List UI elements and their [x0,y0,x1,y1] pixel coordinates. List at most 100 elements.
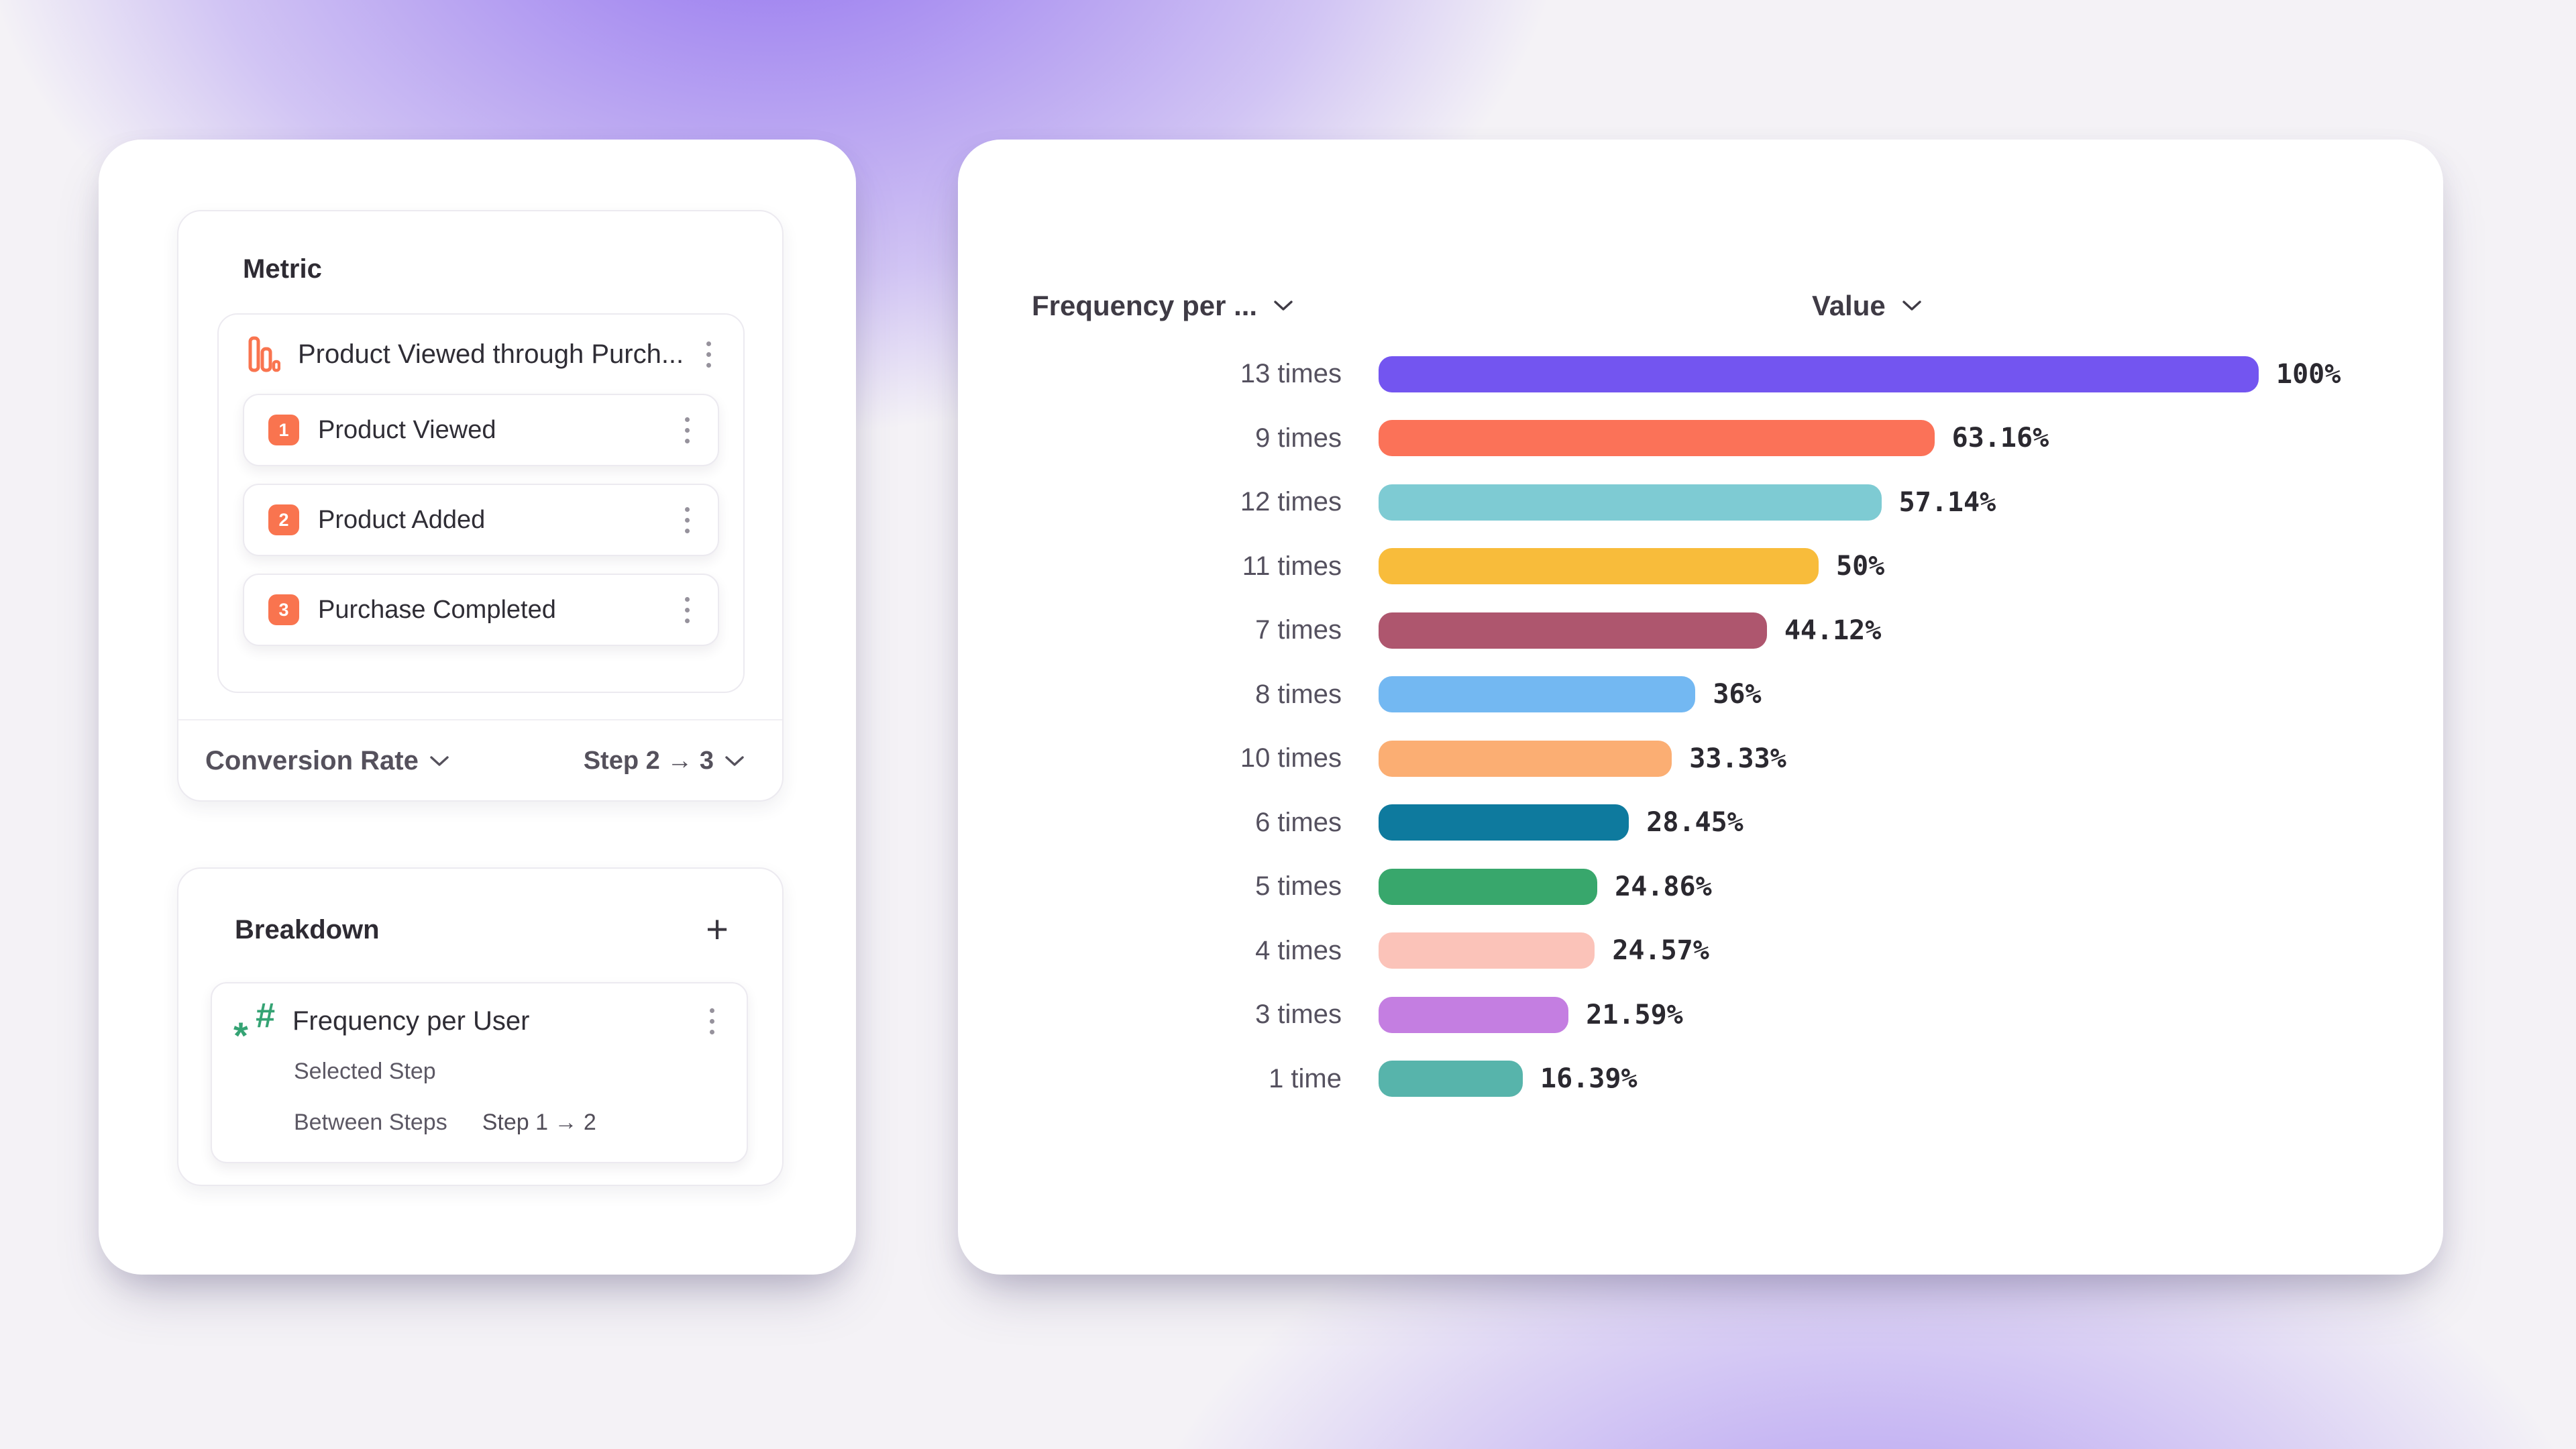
funnel-step-3[interactable]: 3 Purchase Completed [243,574,719,646]
step-number-badge: 3 [268,594,299,625]
bar-track: 24.57% [1379,932,2259,969]
chart-row: 10 times 33.33% [995,727,2443,791]
bar-value-label: 16.39% [1540,1063,1638,1095]
bar[interactable] [1379,676,1696,713]
between-steps-row[interactable]: Between Steps Step 1 → 2 [294,1110,596,1136]
chart-row: 3 times 21.59% [995,983,2443,1047]
breakdown-property-card[interactable]: * # Frequency per User Selected Step Bet… [211,982,748,1163]
value-column-header-dropdown[interactable]: Value [1812,290,1922,322]
bar[interactable] [1379,740,1672,777]
funnel-title: Product Viewed through Purch... [298,339,684,369]
bar-value-label: 28.45% [1646,807,1743,839]
chart-card: Frequency per ... Value 13 times 100% 9 … [958,140,2443,1275]
bar[interactable] [1379,356,2259,392]
funnel-chart-icon [248,336,280,372]
chart-row: 13 times 100% [995,342,2443,407]
chevron-down-icon [1274,301,1293,311]
chart-row: 9 times 63.16% [995,407,2443,471]
metric-footer: Conversion Rate Step 2 → 3 [205,720,745,802]
breakdown-section: Breakdown + * # Frequency per User Selec… [177,867,784,1186]
bar-value-label: 36% [1713,679,1762,710]
bar-track: 63.16% [1379,420,2259,457]
category-column-header-label: Frequency per ... [1032,290,1258,321]
add-breakdown-button[interactable]: + [706,908,729,951]
chart-row: 11 times 50% [995,535,2443,599]
bar-track: 100% [1379,356,2341,392]
chart-row: 4 times 24.57% [995,919,2443,983]
bar[interactable] [1379,804,1629,841]
chart-row: 8 times 36% [995,663,2443,727]
chart-row: 6 times 28.45% [995,791,2443,855]
bar-value-label: 21.59% [1586,999,1683,1030]
bar-category-label: 3 times [1255,1000,1342,1030]
chart-row: 5 times 24.86% [995,855,2443,919]
funnel-steps: 1 Product Viewed 2 Product Added 3 Purch… [243,394,719,663]
bar-value-label: 50% [1836,551,1885,582]
funnel-step-2[interactable]: 2 Product Added [243,484,719,556]
bar-track: 21.59% [1379,996,2259,1033]
bar-category-label: 8 times [1255,679,1342,709]
funnel-step-1[interactable]: 1 Product Viewed [243,394,719,466]
chart-row: 12 times 57.14% [995,470,2443,535]
bar[interactable] [1379,1061,1523,1097]
breakdown-title: Breakdown [235,914,380,945]
selected-step-label[interactable]: Selected Step [294,1059,436,1084]
bar-value-label: 100% [2276,358,2341,390]
bar-category-label: 9 times [1255,423,1342,453]
step-label: Product Viewed [318,415,496,444]
step-label: Product Added [318,505,486,534]
breakdown-kebab-menu[interactable] [704,1003,720,1040]
breakdown-header: Breakdown + [235,904,729,956]
step-label: Purchase Completed [318,595,556,624]
bar-category-label: 10 times [1240,743,1342,773]
bar[interactable] [1379,420,1935,457]
chevron-down-icon [725,755,744,766]
bar[interactable] [1379,548,1819,585]
step-range-dropdown[interactable]: Step 2 → 3 [584,747,745,775]
bar[interactable] [1379,484,1882,521]
funnel-header-row[interactable]: Product Viewed through Purch... [219,315,743,394]
conversion-rate-label: Conversion Rate [205,746,419,775]
chart-rows: 13 times 100% 9 times 63.16% 12 times 57… [995,342,2443,1111]
funnel-kebab-menu[interactable] [701,336,716,373]
between-steps-value: Step 1 → 2 [482,1110,596,1135]
bar-category-label: 12 times [1240,487,1342,517]
bar[interactable] [1379,868,1598,905]
metric-section: Metric Product Viewed through Purch... 1… [177,210,784,802]
chart-row: 7 times 44.12% [995,598,2443,663]
bar-category-label: 5 times [1255,871,1342,902]
funnel-group: Product Viewed through Purch... 1 Produc… [217,313,745,693]
metric-config-card: Metric Product Viewed through Purch... 1… [99,140,856,1275]
bar-value-label: 24.57% [1612,935,1709,967]
bar-track: 44.12% [1379,612,2259,649]
chevron-down-icon [430,755,449,766]
bar-value-label: 33.33% [1689,743,1786,774]
bar-value-label: 24.86% [1615,871,1712,902]
bar-track: 24.86% [1379,868,2259,905]
breakdown-property-header: * # Frequency per User [233,996,720,1057]
step-kebab-menu[interactable] [680,412,695,449]
bar[interactable] [1379,996,1569,1033]
step-kebab-menu[interactable] [680,592,695,629]
metric-section-title: Metric [243,254,322,284]
step-number-badge: 2 [268,504,299,535]
bar[interactable] [1379,932,1595,969]
bar-category-label: 7 times [1255,615,1342,645]
conversion-rate-dropdown[interactable]: Conversion Rate [205,746,449,776]
numeric-property-icon: * # [233,996,275,1057]
step-kebab-menu[interactable] [680,502,695,539]
bar-category-label: 4 times [1255,935,1342,965]
bar-track: 16.39% [1379,1061,2259,1097]
chart-row: 1 time 16.39% [995,1047,2443,1112]
bar-value-label: 44.12% [1784,614,1882,646]
value-column-header-label: Value [1812,290,1886,321]
category-column-header-dropdown[interactable]: Frequency per ... [1032,290,1293,322]
between-steps-label: Between Steps [294,1110,447,1135]
bar-category-label: 11 times [1242,551,1342,581]
step-range-label: Step 2 → 3 [583,747,714,775]
bar-value-label: 57.14% [1898,486,1996,518]
bar-category-label: 6 times [1255,807,1342,837]
bar-track: 36% [1379,676,2259,713]
bar[interactable] [1379,612,1767,649]
